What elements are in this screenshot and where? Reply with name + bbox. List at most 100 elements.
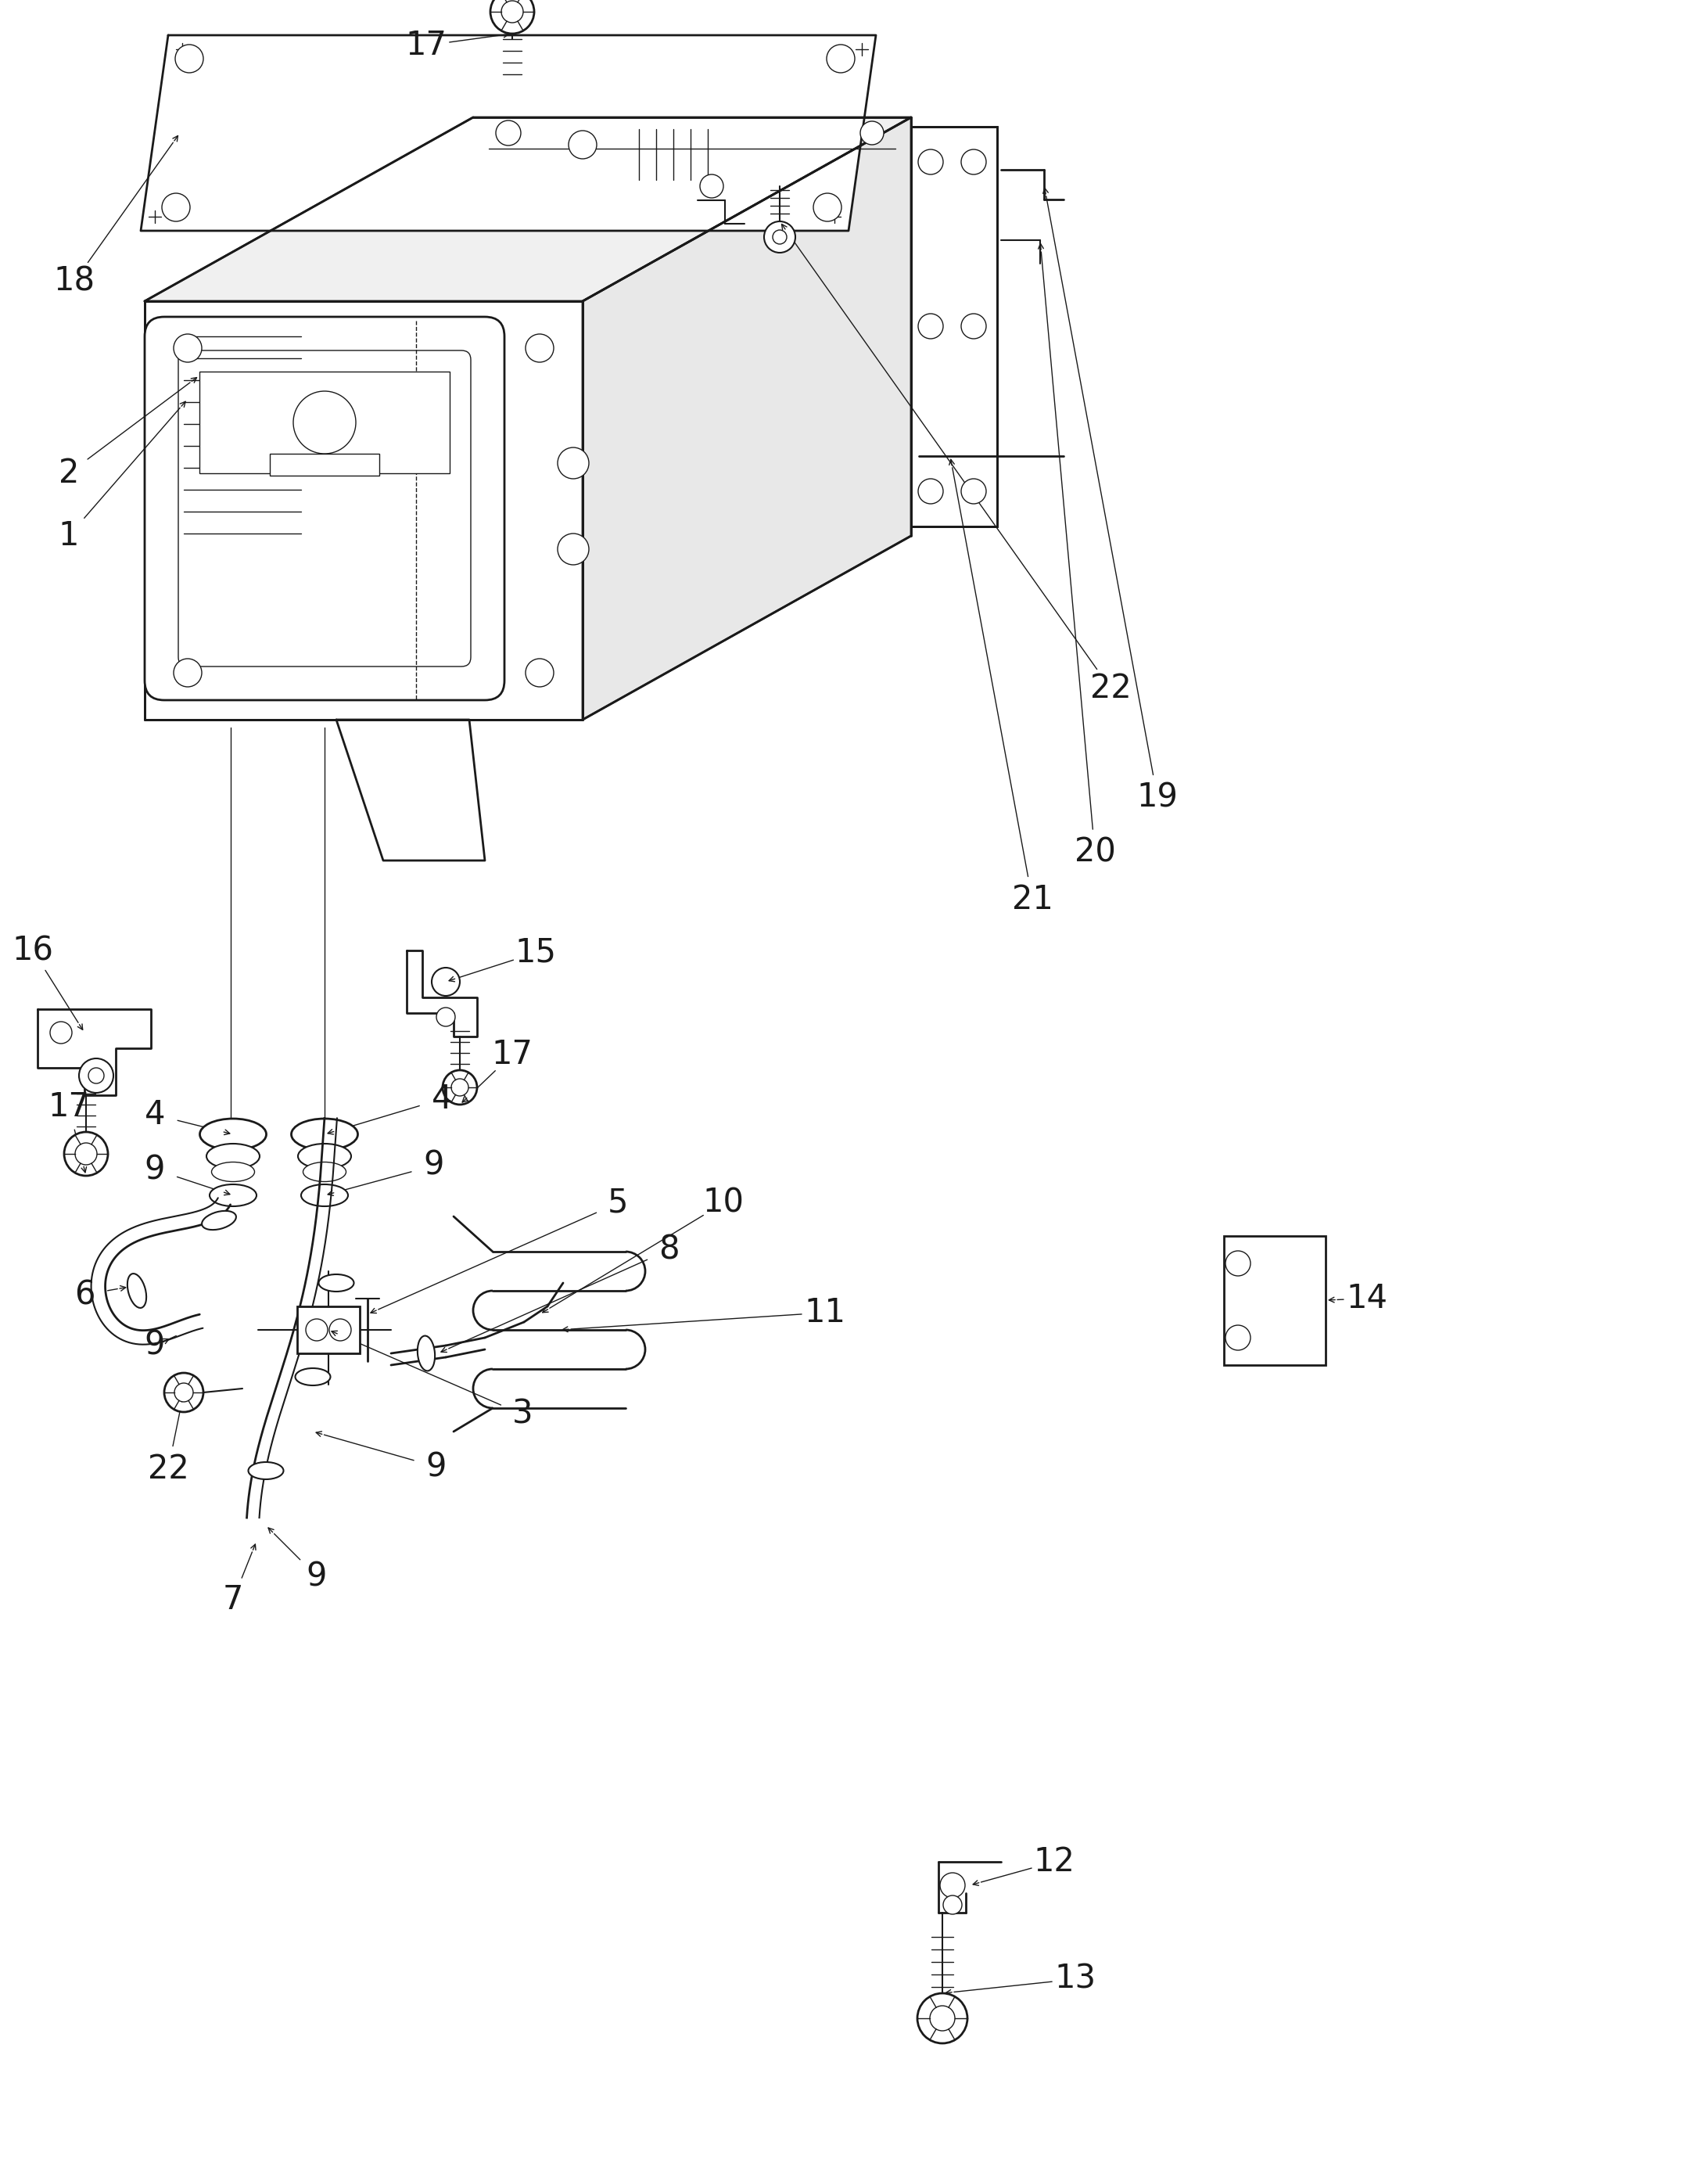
Circle shape [929, 2005, 955, 2031]
Circle shape [442, 1071, 477, 1105]
Text: 21: 21 [1011, 883, 1054, 917]
Ellipse shape [319, 1274, 354, 1291]
Circle shape [557, 448, 589, 478]
Text: 5: 5 [608, 1187, 629, 1220]
Text: 15: 15 [516, 937, 557, 969]
Circle shape [763, 221, 796, 253]
Circle shape [919, 478, 943, 504]
Circle shape [294, 392, 355, 454]
Text: 16: 16 [12, 934, 53, 967]
Circle shape [50, 1021, 72, 1043]
Bar [297, 1306, 360, 1354]
Circle shape [330, 1319, 352, 1341]
Circle shape [89, 1069, 104, 1084]
Circle shape [962, 314, 986, 340]
Ellipse shape [292, 1118, 357, 1151]
Circle shape [919, 149, 943, 175]
Ellipse shape [417, 1337, 436, 1371]
Text: 19: 19 [1138, 781, 1179, 813]
Circle shape [827, 45, 854, 74]
Polygon shape [38, 1010, 150, 1094]
Text: 11: 11 [804, 1296, 845, 1328]
Text: 9: 9 [424, 1149, 444, 1181]
Circle shape [1225, 1326, 1250, 1350]
Circle shape [174, 660, 202, 688]
Circle shape [700, 175, 724, 199]
Circle shape [490, 0, 535, 35]
Circle shape [939, 1873, 965, 1897]
Circle shape [162, 193, 190, 221]
Ellipse shape [248, 1462, 284, 1479]
Text: 14: 14 [1346, 1283, 1387, 1315]
Polygon shape [407, 950, 477, 1036]
Circle shape [176, 45, 203, 74]
Circle shape [962, 478, 986, 504]
Circle shape [772, 229, 787, 244]
Circle shape [174, 1382, 193, 1402]
Text: 20: 20 [1074, 837, 1115, 870]
Circle shape [451, 1079, 468, 1097]
Bar [910, 128, 997, 526]
Polygon shape [336, 720, 485, 861]
Circle shape [526, 333, 553, 361]
Polygon shape [140, 35, 876, 231]
Circle shape [174, 333, 202, 361]
Circle shape [557, 534, 589, 565]
Circle shape [861, 121, 883, 145]
Ellipse shape [301, 1185, 348, 1207]
Circle shape [569, 130, 596, 158]
Circle shape [306, 1319, 328, 1341]
Ellipse shape [302, 1162, 347, 1181]
Circle shape [813, 193, 842, 221]
Ellipse shape [297, 1144, 352, 1168]
Text: 9: 9 [425, 1451, 447, 1484]
Circle shape [500, 0, 523, 22]
Circle shape [436, 1008, 454, 1027]
Text: 1: 1 [58, 519, 79, 552]
Circle shape [1225, 1250, 1250, 1276]
Bar [270, 454, 379, 476]
Text: 17: 17 [492, 1038, 533, 1071]
Circle shape [919, 314, 943, 340]
Text: 22: 22 [147, 1454, 190, 1486]
Bar [1225, 1235, 1325, 1365]
Circle shape [75, 1142, 97, 1166]
Text: 22: 22 [1090, 673, 1131, 705]
Polygon shape [582, 117, 910, 720]
Text: 18: 18 [53, 266, 96, 298]
Text: 3: 3 [512, 1397, 533, 1430]
Text: 13: 13 [1054, 1962, 1097, 1996]
Ellipse shape [128, 1274, 147, 1309]
Text: 9: 9 [306, 1560, 326, 1592]
Circle shape [526, 660, 553, 688]
Text: 17: 17 [405, 28, 447, 63]
Circle shape [917, 1994, 967, 2044]
Ellipse shape [212, 1162, 254, 1181]
Text: 4: 4 [432, 1084, 453, 1116]
Circle shape [164, 1374, 203, 1412]
Circle shape [962, 149, 986, 175]
Text: 10: 10 [702, 1187, 745, 1220]
Ellipse shape [202, 1211, 236, 1231]
FancyBboxPatch shape [145, 316, 504, 701]
Ellipse shape [200, 1118, 266, 1151]
Text: 12: 12 [1033, 1845, 1074, 1877]
Text: 6: 6 [73, 1278, 96, 1311]
Ellipse shape [295, 1369, 330, 1386]
Text: 9: 9 [145, 1328, 166, 1363]
Ellipse shape [210, 1185, 256, 1207]
Bar [200, 372, 449, 474]
Circle shape [432, 967, 459, 995]
Text: 17: 17 [48, 1090, 89, 1123]
Text: 2: 2 [58, 456, 79, 489]
FancyBboxPatch shape [178, 350, 471, 666]
Polygon shape [145, 117, 910, 301]
Circle shape [65, 1131, 108, 1177]
Circle shape [943, 1895, 962, 1914]
Ellipse shape [207, 1144, 260, 1168]
Circle shape [79, 1058, 113, 1092]
Text: 9: 9 [145, 1153, 166, 1185]
Text: 8: 8 [658, 1233, 680, 1268]
Polygon shape [145, 301, 582, 720]
Circle shape [495, 121, 521, 145]
